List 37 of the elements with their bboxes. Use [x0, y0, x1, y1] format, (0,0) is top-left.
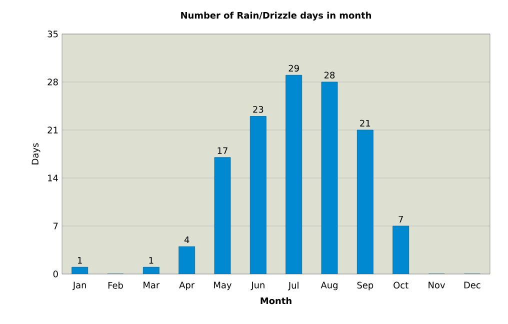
- x-tick-label: Dec: [464, 282, 480, 288]
- y-tick-label: 7: [54, 222, 58, 230]
- bar: [321, 82, 338, 274]
- x-tick-label: Jun: [250, 282, 264, 290]
- y-tick-label: 28: [48, 78, 58, 86]
- x-tick-label: Feb: [108, 282, 123, 289]
- x-tick-label: Apr: [179, 282, 195, 290]
- bar: [178, 246, 196, 274]
- data-label: 7: [398, 216, 403, 222]
- x-tick-label: Sep: [357, 282, 374, 290]
- y-tick-label: 21: [48, 126, 58, 134]
- data-label: 1: [149, 257, 154, 264]
- x-tick-label: Mar: [144, 282, 160, 288]
- y-tick-label: 14: [48, 174, 58, 182]
- x-axis-title: Month: [260, 297, 292, 304]
- y-tick-label: 35: [48, 30, 58, 38]
- data-label: 29: [288, 64, 299, 72]
- bar: [356, 130, 374, 274]
- data-label: 23: [253, 106, 264, 113]
- bar: [214, 157, 231, 274]
- data-label: 17: [218, 147, 228, 154]
- x-tick-label: Jul: [288, 282, 298, 290]
- x-tick-label: Oct: [394, 282, 408, 289]
- bar: [250, 116, 266, 274]
- x-tick-label: Aug: [320, 282, 338, 290]
- data-label: 4: [184, 236, 190, 244]
- chart-title: Number of Rain/Drizzle days in month: [181, 12, 372, 21]
- bar: [286, 74, 302, 274]
- data-label: 1: [78, 257, 82, 264]
- x-tick-label: Jan: [72, 282, 86, 290]
- x-tick-label: May: [214, 282, 232, 290]
- y-tick-label: 0: [53, 270, 58, 278]
- data-label: 28: [324, 72, 335, 78]
- x-tick-label: Nov: [428, 282, 445, 288]
- data-label: 21: [360, 120, 370, 126]
- y-axis-title: Days: [32, 143, 40, 164]
- bar: [392, 226, 410, 274]
